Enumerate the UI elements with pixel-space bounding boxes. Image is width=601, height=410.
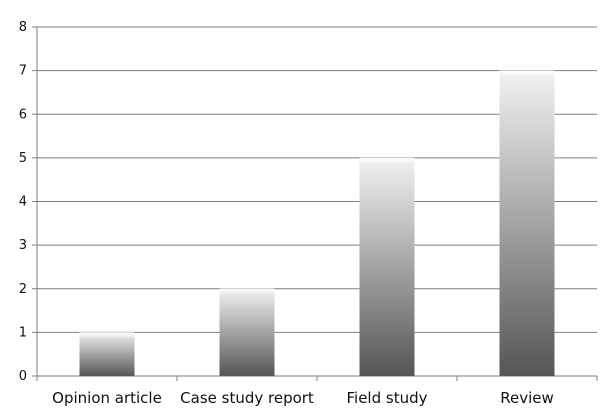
- y-tick-label: 4: [19, 195, 27, 210]
- y-tick-label: 6: [19, 107, 27, 122]
- y-tick-label: 0: [19, 369, 27, 384]
- bar: [499, 70, 555, 376]
- y-tick-label: 1: [19, 325, 27, 340]
- x-category-label: Opinion article: [52, 389, 162, 407]
- x-category-labels: Opinion article Case study report Field st…: [52, 389, 554, 407]
- bar: [219, 288, 275, 376]
- bars: [79, 70, 555, 376]
- bar: [79, 332, 135, 376]
- bar-highlight: [499, 70, 555, 77]
- y-tick-labels: 0 1 2 3 4 5 6 7 8: [19, 20, 27, 384]
- y-tick-label: 8: [19, 20, 27, 35]
- x-category-label: Review: [500, 389, 554, 407]
- y-tick-label: 7: [19, 64, 27, 79]
- bar: [359, 157, 415, 376]
- bar-highlight: [79, 332, 135, 339]
- y-tick-label: 3: [19, 238, 27, 253]
- bar-highlight: [359, 157, 415, 164]
- y-tick-label: 2: [19, 282, 27, 297]
- x-category-label: Case study report: [180, 389, 314, 407]
- bar-highlight: [219, 288, 275, 295]
- y-tick-label: 5: [19, 151, 27, 166]
- x-category-label: Field study: [347, 389, 428, 407]
- gridlines: [37, 26, 597, 333]
